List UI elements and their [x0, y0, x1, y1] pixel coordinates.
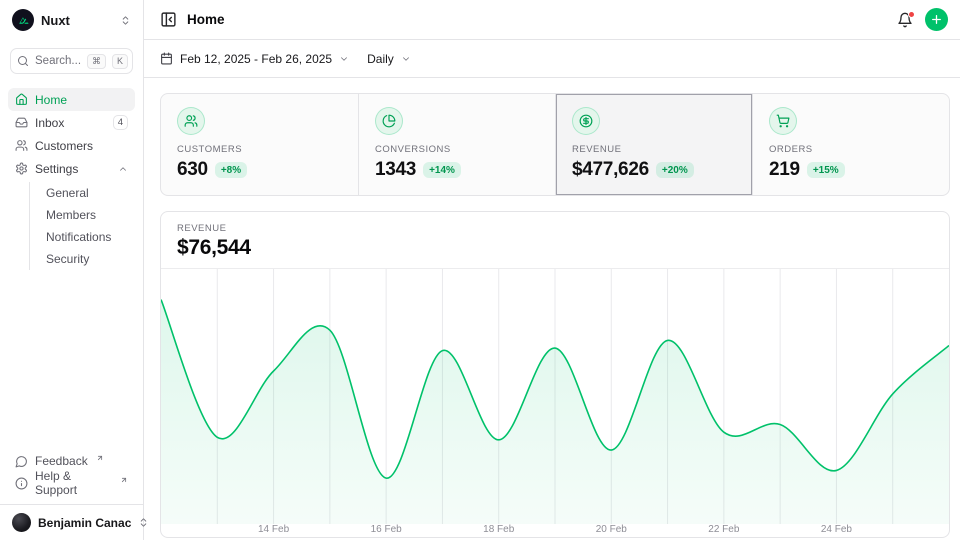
sidebar-collapse-button[interactable] — [160, 11, 177, 28]
main-area: Home Feb 12, 2025 - Feb 26, 2025 — [144, 0, 960, 540]
stat-value: 630 — [177, 159, 208, 180]
stat-label: REVENUE — [572, 144, 622, 155]
stat-card-revenue[interactable]: REVENUE $477,626 +20% — [555, 94, 752, 195]
stat-label: CUSTOMERS — [177, 144, 243, 155]
filters-toolbar: Feb 12, 2025 - Feb 26, 2025 Daily — [144, 40, 960, 78]
users-icon — [15, 139, 28, 152]
notifications-button[interactable] — [897, 10, 915, 28]
revenue-chart-card: REVENUE $76,544 14 Feb 16 Feb 18 Feb 20 Feb… — [160, 211, 950, 538]
notification-dot — [908, 10, 915, 18]
stat-label: CONVERSIONS — [375, 144, 451, 155]
inbox-count-badge: 4 — [112, 115, 128, 130]
external-link-icon — [120, 476, 128, 484]
users-icon — [177, 107, 205, 135]
sidebar-spacer — [0, 270, 143, 444]
sidebar-item-label: Inbox — [35, 115, 65, 130]
info-circle-icon — [15, 477, 28, 490]
workspace-name: Nuxt — [41, 12, 70, 28]
chevron-down-icon — [339, 54, 349, 64]
sidebar-item-settings[interactable]: Settings — [8, 157, 135, 180]
add-button[interactable] — [925, 8, 948, 31]
stat-value: 219 — [769, 159, 800, 180]
search-icon — [17, 55, 29, 67]
x-axis-tick-label: 24 Feb — [820, 524, 852, 535]
chart-current-value: $76,544 — [177, 236, 251, 259]
feedback-link[interactable]: Feedback — [8, 450, 135, 472]
inbox-icon — [15, 116, 28, 129]
stats-row: CUSTOMERS 630 +8% CONVERSIONS 1343 +14% — [160, 93, 950, 196]
sidebar-item-inbox[interactable]: Inbox 4 — [8, 111, 135, 134]
stat-value: 1343 — [375, 159, 417, 180]
stat-card-customers[interactable]: CUSTOMERS 630 +8% — [161, 94, 358, 195]
sidebar-item-home[interactable]: Home — [8, 88, 135, 111]
chevron-down-icon — [401, 54, 411, 64]
period-select[interactable]: Daily — [367, 52, 411, 66]
chevron-up-icon — [118, 164, 128, 174]
date-range-value: Feb 12, 2025 - Feb 26, 2025 — [180, 51, 333, 66]
shopping-cart-icon — [769, 107, 797, 135]
nuxt-logo-icon — [12, 9, 34, 31]
sidebar-item-notifications[interactable]: Notifications — [46, 230, 112, 244]
date-range-picker[interactable]: Feb 12, 2025 - Feb 26, 2025 — [160, 52, 349, 66]
stat-label: ORDERS — [769, 144, 813, 155]
circle-dollar-icon — [572, 107, 600, 135]
chat-bubble-icon — [15, 455, 28, 468]
sidebar-item-label: Customers — [35, 138, 94, 153]
stat-delta-badge: +20% — [655, 162, 694, 178]
x-axis-tick-label: 18 Feb — [483, 524, 515, 535]
page-title: Home — [187, 12, 225, 27]
calendar-icon — [160, 52, 173, 65]
feedback-label: Feedback — [35, 454, 88, 468]
search-placeholder: Search... — [35, 55, 82, 67]
workspace-selector[interactable]: Nuxt — [0, 0, 143, 40]
user-name: Benjamin Canac — [38, 515, 132, 530]
revenue-area-chart[interactable]: 14 Feb 16 Feb 18 Feb 20 Feb 22 Feb 24 Feb — [161, 269, 949, 537]
sidebar-item-label: Home — [35, 92, 68, 107]
chart-header: REVENUE $76,544 — [161, 212, 949, 269]
kbd-cmd: ⌘ — [87, 53, 107, 69]
external-link-icon — [96, 454, 104, 462]
chart-label: REVENUE — [177, 223, 227, 234]
sidebar-item-security[interactable]: Security — [46, 252, 90, 266]
x-axis-tick-label: 16 Feb — [370, 524, 402, 535]
x-axis-tick-label: 22 Feb — [708, 524, 740, 535]
page-header: Home — [144, 0, 960, 40]
stat-value: $477,626 — [572, 159, 649, 180]
pie-chart-icon — [375, 107, 403, 135]
chevrons-up-down-icon — [120, 15, 131, 26]
dashboard-content: CUSTOMERS 630 +8% CONVERSIONS 1343 +14% — [144, 78, 960, 540]
stat-card-orders[interactable]: ORDERS 219 +15% — [752, 94, 949, 195]
chevrons-up-down-icon — [138, 517, 149, 528]
settings-sub-list: General Members Notifications Security — [29, 182, 135, 270]
plus-icon — [932, 15, 941, 24]
x-axis-tick-label: 20 Feb — [595, 524, 627, 535]
period-value: Daily — [367, 51, 394, 66]
stat-delta-badge: +14% — [423, 162, 461, 178]
chart-x-axis-labels: 14 Feb 16 Feb 18 Feb 20 Feb 22 Feb 24 Feb — [161, 524, 949, 537]
user-avatar — [12, 513, 31, 532]
help-support-link[interactable]: Help & Support — [8, 469, 135, 497]
kbd-k: K — [112, 53, 129, 69]
sidebar: Nuxt Search... ⌘ K Home — [0, 0, 147, 540]
stat-delta-badge: +15% — [806, 162, 845, 178]
gear-icon — [15, 162, 28, 175]
sidebar-nav: Home Inbox 4 Customers Settings — [0, 80, 143, 270]
sidebar-item-general[interactable]: General — [46, 186, 89, 200]
stat-card-conversions[interactable]: CONVERSIONS 1343 +14% — [358, 94, 555, 195]
search-input[interactable]: Search... ⌘ K — [10, 48, 133, 74]
sidebar-item-members[interactable]: Members — [46, 208, 97, 222]
bell-icon — [898, 12, 912, 27]
chart-canvas — [161, 269, 949, 524]
sidebar-item-customers[interactable]: Customers — [8, 134, 135, 157]
x-axis-tick-label: 14 Feb — [257, 524, 290, 535]
stat-delta-badge: +8% — [214, 162, 248, 178]
sidebar-footer: Feedback Help & Support — [0, 444, 143, 500]
home-icon — [15, 93, 28, 106]
sidebar-item-label: Settings — [35, 161, 79, 176]
user-menu[interactable]: Benjamin Canac — [0, 504, 147, 540]
help-support-label: Help & Support — [35, 469, 78, 497]
